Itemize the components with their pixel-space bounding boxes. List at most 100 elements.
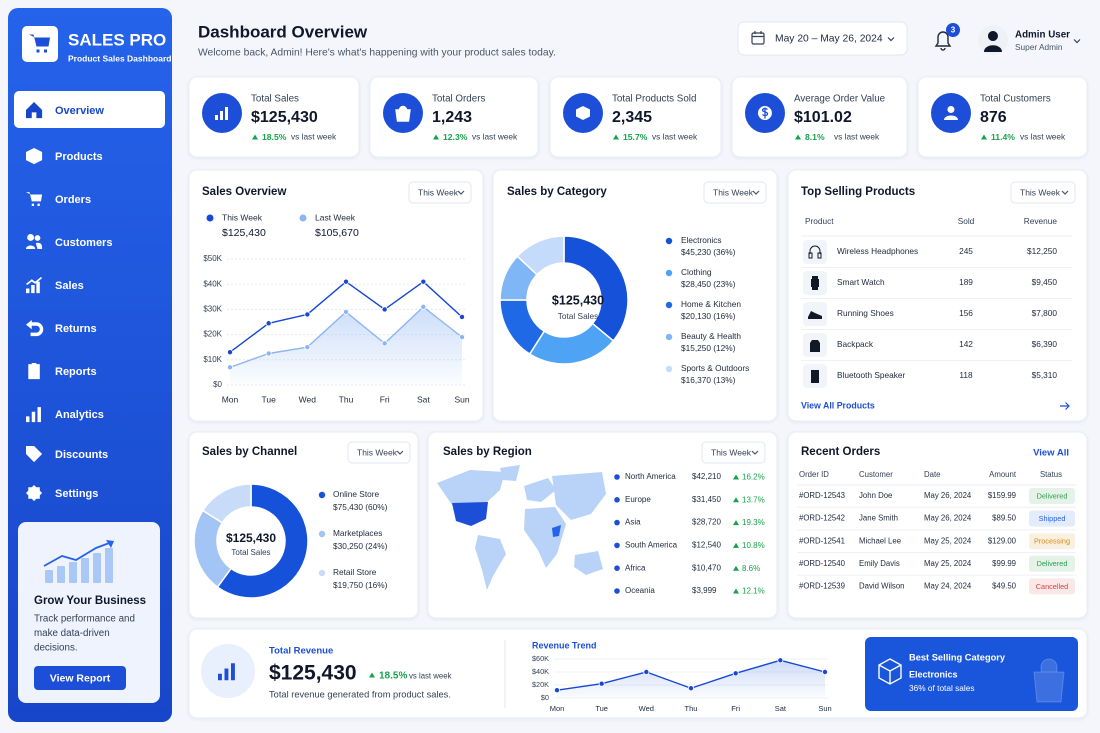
region-amount: $31,450: [692, 495, 721, 504]
product-icon: [808, 311, 822, 319]
map-highlight: [552, 525, 561, 537]
kpi-icon: [215, 107, 228, 120]
donut-center-label: Total Sales: [558, 311, 599, 321]
table-cell: May 26, 2024: [924, 514, 972, 523]
region-change: 8.6%: [742, 564, 760, 573]
nav-item[interactable]: Overview: [55, 105, 104, 117]
kpi-icon: [576, 106, 590, 120]
donut-center-value: $125,430: [226, 531, 276, 545]
card-title: Sales by Region: [443, 446, 532, 458]
card-title: Sales by Category: [507, 186, 607, 198]
region-name: Africa: [625, 563, 646, 572]
column-header: Status: [1040, 470, 1062, 479]
chevron-icon: [396, 450, 404, 455]
card-title: Sales Overview: [202, 186, 286, 198]
filter-label[interactable]: This Week: [357, 447, 398, 457]
table-cell: $6,390: [1032, 339, 1058, 349]
region-name: North America: [625, 472, 676, 481]
legend-label: Last Week: [315, 212, 356, 222]
filter-dropdown[interactable]: [408, 181, 472, 204]
product-name: Backpack: [837, 339, 874, 349]
table-cell: $12,250: [1027, 246, 1057, 256]
up-arrow-icon: [369, 672, 375, 678]
status-label: Cancelled: [1036, 582, 1068, 591]
table-cell: May 25, 2024: [924, 536, 972, 545]
page-title: Dashboard Overview: [198, 22, 368, 41]
point: [458, 313, 465, 320]
kpi-label: Total Orders: [432, 94, 485, 105]
region-change: 10.8%: [742, 541, 765, 550]
nav-item-active[interactable]: [14, 91, 165, 128]
date-range[interactable]: May 20 – May 26, 2024: [775, 34, 883, 45]
x-tick-label: Thu: [685, 704, 698, 713]
filter-label[interactable]: This Week: [1020, 187, 1061, 197]
nav-item[interactable]: Customers: [55, 237, 112, 249]
kpi-value: $101.02: [794, 109, 852, 126]
logo-icon: [29, 34, 50, 53]
page-subtitle: Welcome back, Admin! Here's what's happe…: [198, 48, 556, 59]
category-icon: [878, 658, 902, 685]
view-all-link[interactable]: View All Products: [801, 400, 875, 410]
filter-label[interactable]: This Week: [713, 187, 754, 197]
nav-item[interactable]: Discounts: [55, 449, 108, 461]
status-label: Delivered: [1037, 559, 1068, 568]
region-dot: [614, 565, 620, 571]
notification-badge: [946, 23, 960, 37]
point: [732, 670, 739, 677]
filter-dropdown[interactable]: [1010, 181, 1076, 204]
legend-label: Sports & Outdoors: [681, 363, 749, 373]
point: [226, 364, 233, 371]
status-label: Shipped: [1039, 514, 1066, 523]
nav-item[interactable]: Orders: [55, 194, 91, 206]
best-category-title: Best Selling Category: [909, 652, 1006, 662]
card-title: Sales by Channel: [202, 446, 297, 458]
filter-label[interactable]: This Week: [418, 187, 459, 197]
filter-label[interactable]: This Week: [711, 447, 752, 457]
nav-item[interactable]: Returns: [55, 323, 97, 335]
region-dot: [614, 542, 620, 549]
region-name: Europe: [625, 495, 651, 504]
legend-swatch: [665, 237, 673, 245]
table-cell: 156: [959, 308, 973, 318]
promo-button-label[interactable]: View Report: [50, 672, 111, 684]
y-tick-label: $20K: [532, 680, 549, 689]
x-tick-label: Fri: [380, 394, 390, 404]
card: [787, 431, 1088, 619]
legend-swatch: [318, 530, 326, 538]
promo-card: [18, 522, 160, 703]
revenue-description: Total revenue generated from product sal…: [269, 689, 451, 699]
nav-item[interactable]: Reports: [55, 366, 97, 378]
y-tick-label: $50K: [203, 254, 222, 263]
legend-swatch: [665, 333, 673, 341]
view-all-link[interactable]: View All: [1033, 448, 1069, 459]
kpi-icon: [761, 107, 769, 119]
x-tick-label: Wed: [639, 704, 654, 713]
legend-label: Retail Store: [333, 567, 377, 577]
filter-dropdown[interactable]: [703, 181, 767, 204]
table-cell: May 26, 2024: [924, 491, 972, 500]
point: [265, 350, 272, 357]
bell-icon[interactable]: [934, 31, 952, 51]
point: [643, 669, 650, 676]
column-header: Date: [924, 470, 940, 479]
up-arrow-icon: [733, 520, 739, 526]
nav-item[interactable]: Settings: [55, 488, 98, 500]
region-name: South America: [625, 541, 678, 550]
region-amount: $12,540: [692, 541, 721, 550]
nav-item[interactable]: Products: [55, 151, 103, 163]
legend-label: Electronics: [681, 235, 722, 245]
filter-dropdown[interactable]: [347, 441, 411, 464]
table-cell: David Wilson: [859, 581, 905, 590]
nav-item[interactable]: Sales: [55, 280, 84, 292]
card: [787, 169, 1088, 422]
table-cell: $129.00: [988, 536, 1017, 545]
point: [458, 334, 465, 341]
date-picker[interactable]: [737, 21, 908, 56]
up-arrow-icon: [252, 134, 258, 140]
point: [342, 278, 349, 285]
promo-button[interactable]: [34, 666, 126, 690]
filter-dropdown[interactable]: [701, 441, 766, 464]
nav-item[interactable]: Analytics: [55, 409, 104, 421]
nav-icon: [26, 407, 41, 423]
status-pill: [1029, 510, 1075, 527]
